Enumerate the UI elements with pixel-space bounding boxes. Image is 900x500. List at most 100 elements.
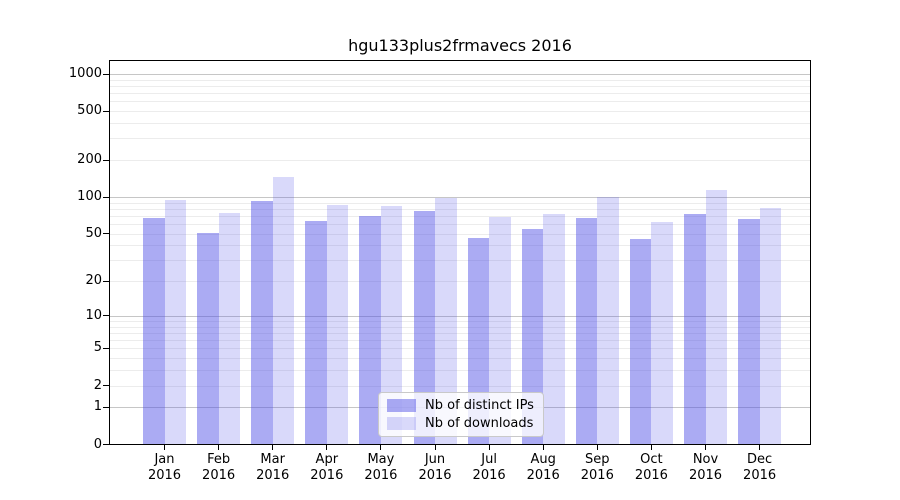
gridline-minor: [110, 111, 810, 113]
x-tick: [380, 445, 382, 450]
x-tick-label-dec: Dec 2016: [743, 452, 777, 483]
x-tick-label-may: May 2016: [364, 452, 398, 483]
y-tick-label: 100: [77, 189, 102, 204]
y-tick-label: 2: [93, 377, 102, 393]
gridline-minor: [110, 208, 810, 210]
y-tick: [103, 233, 109, 235]
y-tick-label: 50: [85, 225, 102, 241]
y-tick-label: 200: [77, 152, 102, 168]
y-tick: [103, 406, 109, 408]
y-tick: [103, 73, 109, 75]
gridline-minor: [110, 202, 810, 204]
bar-downloads-dec: [759, 207, 782, 445]
gridline-minor: [110, 260, 810, 262]
gridline-minor: [110, 160, 810, 162]
x-tick: [326, 445, 328, 450]
bar-downloads-jan: [164, 200, 186, 445]
gridline-minor: [110, 215, 810, 217]
x-tick: [542, 445, 544, 450]
x-tick-label-jan: Jan 2016: [147, 452, 182, 483]
gridline-minor: [110, 138, 810, 140]
bar-distinct-ips-may: [359, 215, 381, 445]
gridline-minor: [110, 321, 810, 322]
gridline-minor: [110, 281, 810, 283]
gridline-minor: [110, 340, 810, 342]
y-tick: [103, 110, 109, 112]
plot-area: [110, 60, 810, 445]
y-tick-label: 1000: [68, 66, 102, 81]
x-tick: [705, 445, 706, 450]
x-tick-label-nov: Nov 2016: [688, 452, 723, 483]
x-tick-label-jun: Jun 2016: [418, 452, 452, 483]
right-spine: [810, 60, 811, 445]
gridline-minor: [110, 93, 810, 95]
gridline-minor: [110, 101, 810, 103]
x-tick-label-aug: Aug 2016: [526, 452, 560, 483]
y-tick-label: 1: [93, 399, 102, 415]
bar-downloads-jun: [435, 198, 457, 445]
legend-label-downloads: Nb of downloads: [425, 416, 534, 431]
gridline-minor: [110, 245, 810, 247]
x-tick: [218, 445, 220, 450]
chart-title: hgu133plus2frmavecs 2016: [348, 36, 572, 55]
y-tick-label: 10: [85, 307, 102, 323]
x-tick: [759, 445, 761, 450]
gridline-minor: [110, 224, 810, 225]
bar-distinct-ips-dec: [738, 219, 760, 445]
x-tick-label-apr: Apr 2016: [310, 452, 344, 483]
legend: Nb of distinct IPs Nb of downloads: [378, 392, 544, 437]
top-spine: [109, 60, 811, 61]
bar-distinct-ips-oct: [629, 239, 652, 445]
x-tick: [434, 445, 436, 450]
x-tick: [164, 445, 165, 450]
x-tick-label-oct: Oct 2016: [634, 452, 668, 483]
y-tick: [103, 315, 109, 317]
y-tick: [103, 385, 109, 387]
x-tick: [596, 445, 598, 450]
x-tick-label-jul: Jul 2016: [472, 452, 506, 483]
bar-downloads-feb: [218, 213, 241, 445]
bar-distinct-ips-jun: [413, 210, 435, 445]
x-tick: [650, 445, 652, 450]
bar-downloads-nov: [705, 190, 727, 445]
y-tick-label: 5: [93, 340, 102, 356]
gridline-minor: [110, 326, 810, 328]
legend-label-distinct-ips: Nb of distinct IPs: [425, 398, 534, 413]
legend-item-distinct-ips: Nb of distinct IPs: [387, 398, 535, 413]
left-spine: [109, 60, 110, 445]
bar-downloads-oct: [651, 221, 673, 445]
bar-distinct-ips-jan: [143, 218, 165, 445]
gridline-major: [110, 197, 810, 198]
y-tick-label: 0: [93, 436, 102, 452]
bar-distinct-ips-nov: [684, 214, 706, 445]
bar-distinct-ips-feb: [197, 232, 219, 445]
bar-distinct-ips-sep: [575, 218, 598, 445]
x-tick: [488, 445, 490, 450]
gridline-minor: [110, 123, 810, 124]
gridline-minor: [110, 358, 810, 360]
gridline-minor: [110, 79, 810, 81]
legend-swatch-distinct-ips: [387, 399, 416, 412]
y-tick: [103, 280, 109, 282]
bar-downloads-may: [380, 206, 403, 445]
legend-item-downloads: Nb of downloads: [387, 416, 535, 431]
y-tick: [103, 196, 109, 198]
x-tick-label-sep: Sep 2016: [580, 452, 614, 483]
gridline-minor: [110, 385, 810, 387]
legend-swatch-downloads: [387, 417, 416, 430]
gridline-minor: [110, 333, 810, 334]
x-tick-label-mar: Mar 2016: [256, 452, 290, 483]
gridline-major: [110, 315, 810, 317]
y-tick: [103, 159, 109, 161]
bar-distinct-ips-aug: [521, 228, 544, 445]
y-tick: [103, 347, 109, 349]
gridline-minor: [110, 233, 810, 235]
gridline-minor: [110, 85, 810, 87]
x-tick: [272, 445, 274, 450]
bottom-spine: [109, 444, 811, 445]
bar-downloads-sep: [597, 196, 619, 445]
bar-downloads-aug: [543, 214, 565, 445]
gridline-minor: [110, 348, 810, 350]
y-tick: [103, 444, 109, 445]
